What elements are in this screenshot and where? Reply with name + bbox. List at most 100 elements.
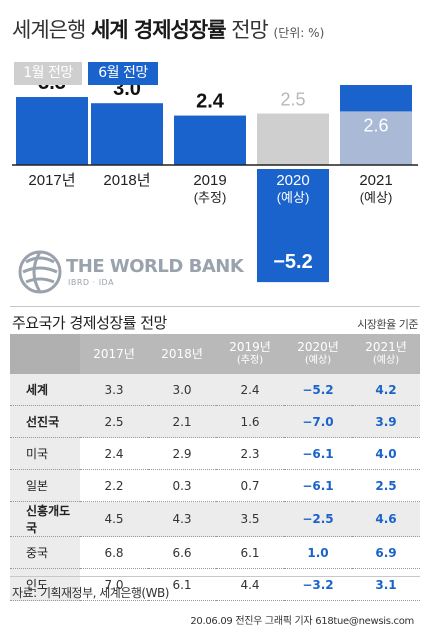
bar-june-overlap	[340, 111, 412, 165]
header-sub: (예상)	[372, 355, 400, 366]
growth-table: 2017년 2018년 2019년 (추정) 2020년 (예상) 2021년 (예상) 세계…	[10, 334, 420, 601]
source-text: 자료: 기획재정부, 세계은행(WB)	[12, 586, 169, 600]
unit-label: (단위: %)	[273, 26, 325, 40]
data-label-june: 2.4	[196, 91, 225, 113]
table-header-row: 2017년 2018년 2019년 (추정) 2020년 (예상) 2021년 (예상)	[10, 334, 420, 374]
bar-june	[16, 97, 88, 165]
table-cell: −6.1	[284, 437, 352, 470]
category-label: 2018년	[103, 172, 150, 189]
table-row: 중국 6.8 6.6 6.1 1.0 6.9	[10, 536, 420, 569]
table-title: 주요국가 경제성장률 전망	[12, 314, 167, 332]
table-cell: 1.0	[284, 536, 352, 569]
title-main: 세계 경제성장률	[90, 18, 227, 42]
table-note: 시장환율 기준	[357, 318, 418, 331]
table-cell: 2.4	[80, 437, 148, 470]
table-cell: 0.3	[148, 469, 216, 502]
table-cell: 6.8	[80, 536, 148, 569]
category-label: (추정)	[194, 190, 227, 205]
table-header-3: 2019년 (추정)	[216, 334, 284, 374]
table-cell: 2.9	[148, 437, 216, 470]
table-cell: 3.9	[352, 405, 420, 438]
growth-bar-chart: 3.32017년3.02018년2.42019(추정)−5.22.52020(예…	[12, 85, 418, 283]
table-cell: 4.2	[352, 374, 420, 406]
table-row: 선진국 2.5 2.1 1.6 −7.0 3.9	[10, 405, 420, 438]
table-cell: 2.5	[80, 405, 148, 438]
table-cell: 0.7	[216, 469, 284, 502]
row-label: 일본	[10, 469, 80, 502]
category-label: 2019	[193, 172, 226, 189]
table-cell: −7.0	[284, 405, 352, 438]
bar-june	[174, 115, 246, 165]
table-cell: 4.3	[148, 501, 216, 537]
world-bank-sub: IBRD · IDA	[68, 278, 115, 287]
table-cell: 3.1	[352, 568, 420, 601]
table-header-2: 2018년	[148, 334, 216, 374]
data-label-january: 2.5	[280, 90, 305, 110]
row-label: 선진국	[10, 405, 80, 438]
table-cell: 2.2	[80, 469, 148, 502]
table-cell: 6.1	[216, 536, 284, 569]
table-cell: 2.3	[216, 437, 284, 470]
table-row: 세계 3.3 3.0 2.4 −5.2 4.2	[10, 374, 420, 406]
table-cell: 3.0	[148, 374, 216, 406]
world-bank-globe-icon	[18, 250, 62, 294]
table-cell: 3.3	[80, 374, 148, 406]
table-cell: 2.4	[216, 374, 284, 406]
table-cell: −6.1	[284, 469, 352, 502]
credit-text: 20.06.09 전진우 그래픽 기자 618tue@newsis.com	[190, 616, 414, 627]
header-year: 2020년	[297, 340, 339, 354]
category-label: 2021	[359, 172, 392, 189]
title-prefix: 세계은행	[12, 18, 86, 42]
world-bank-name: THE WORLD BANK	[66, 256, 244, 277]
legend-january: 1월 전망	[14, 62, 82, 85]
table-cell: −3.2	[284, 568, 352, 601]
header-sub: (추정)	[236, 355, 264, 366]
row-label: 세계	[10, 374, 80, 406]
footer-divider	[10, 576, 420, 577]
table-row: 일본 2.2 0.3 0.7 −6.1 2.5	[10, 469, 420, 502]
table-cell: 4.5	[80, 501, 148, 537]
table-header-4: 2020년 (예상)	[284, 334, 352, 374]
header-year: 2021년	[365, 340, 407, 354]
data-label-january: 2.6	[363, 115, 388, 135]
table-cell: 4.4	[216, 568, 284, 601]
header-year: 2017년	[93, 347, 135, 361]
data-label-june: 3.0	[113, 85, 141, 100]
table-cell: 4.6	[352, 501, 420, 537]
header-sub: (예상)	[304, 355, 332, 366]
data-label-june: 3.3	[38, 85, 66, 94]
row-label: 인도	[10, 568, 80, 601]
bar-june	[91, 103, 163, 165]
category-label: 2017년	[28, 172, 75, 189]
page-title: 세계은행 세계 경제성장률 전망 (단위: %)	[12, 14, 324, 44]
table-row: 인도 7.0 6.1 4.4 −3.2 3.1	[10, 568, 420, 601]
row-label: 미국	[10, 437, 80, 470]
table-cell: 7.0	[80, 568, 148, 601]
category-label: (예상)	[277, 190, 310, 205]
table-cell: −2.5	[284, 501, 352, 537]
table-row: 미국 2.4 2.9 2.3 −6.1 4.0	[10, 437, 420, 470]
section-divider	[10, 306, 420, 307]
table-cell: 1.6	[216, 405, 284, 438]
table-row: 신흥개도국 4.5 4.3 3.5 −2.5 4.6	[10, 501, 420, 537]
header-year: 2018년	[161, 347, 203, 361]
table-header-5: 2021년 (예상)	[352, 334, 420, 374]
table-header-1: 2017년	[80, 334, 148, 374]
bar-january	[257, 113, 329, 165]
data-label-june: −5.2	[273, 251, 312, 273]
bar-june-negative	[257, 169, 329, 283]
category-label: 2020	[276, 172, 309, 189]
legend-june: 6월 전망	[88, 62, 158, 85]
table-cell: 6.9	[352, 536, 420, 569]
table-cell: 2.5	[352, 469, 420, 502]
table-cell: 3.5	[216, 501, 284, 537]
table-cell: 6.6	[148, 536, 216, 569]
table-cell: 6.1	[148, 568, 216, 601]
table-cell: −5.2	[284, 374, 352, 406]
header-year: 2019년	[229, 340, 271, 354]
title-suffix: 전망	[231, 18, 269, 42]
table-cell: 4.0	[352, 437, 420, 470]
row-label: 신흥개도국	[10, 501, 80, 537]
category-label: (예상)	[360, 190, 393, 205]
bar-june	[340, 85, 412, 112]
